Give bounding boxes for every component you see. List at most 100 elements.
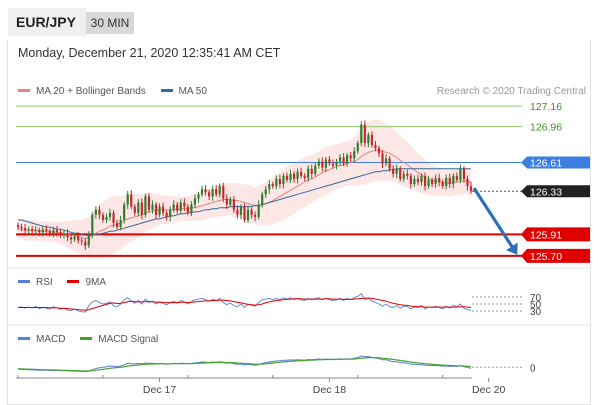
- candle-body: [356, 143, 359, 152]
- candle-body: [250, 209, 253, 215]
- level-label-5: 125.70: [530, 251, 562, 263]
- candle-body: [261, 194, 264, 205]
- rsi-ma-line: [18, 297, 472, 311]
- datetime-label: Monday, December 21, 2020 12:35:41 AM CE…: [18, 46, 281, 60]
- candle-body: [416, 178, 420, 183]
- x-tick-label-1: Dec 18: [313, 384, 346, 396]
- candle-body: [307, 168, 310, 178]
- candle-body: [23, 228, 27, 231]
- candle-body: [225, 198, 228, 205]
- candle-body: [257, 204, 260, 217]
- level-label-4: 125.91: [530, 229, 562, 241]
- candle-body: [151, 204, 154, 210]
- forecast-arrowhead: [506, 242, 518, 255]
- candle-body: [317, 161, 320, 166]
- candle-body: [176, 204, 179, 211]
- timeframe-badge[interactable]: 30 MIN: [86, 12, 134, 34]
- candle-body: [275, 178, 278, 187]
- candle-body: [112, 212, 115, 224]
- rsi-level-label-0: 70: [530, 293, 542, 304]
- candle-body: [169, 209, 172, 217]
- candle-body: [246, 209, 250, 220]
- candle-body: [211, 189, 214, 197]
- support-tag: [521, 248, 590, 263]
- legend-macd-label: MACD: [36, 334, 66, 345]
- candle-body: [420, 175, 423, 183]
- candle-body: [335, 161, 338, 166]
- support-tag: [521, 227, 590, 242]
- candle-body: [45, 229, 48, 232]
- x-tick-label-0: Dec 17: [143, 384, 176, 396]
- candle-body: [392, 168, 395, 174]
- candle-body: [289, 173, 292, 180]
- rsi-legend: RSI 9MA: [18, 277, 106, 288]
- candle-body: [232, 199, 235, 210]
- candle-body: [303, 175, 306, 178]
- candle-body: [200, 189, 204, 195]
- legend-macd: MACD: [18, 334, 65, 345]
- candle-body: [363, 124, 366, 144]
- candle-body: [77, 236, 80, 241]
- candle-body: [427, 179, 430, 187]
- macd-signal-swatch: [80, 336, 93, 340]
- price-legend: MA 20 + Bollinger Bands MA 50: [18, 86, 207, 97]
- candle-body: [367, 134, 370, 144]
- candle-body: [16, 225, 20, 228]
- candle-body: [147, 196, 151, 210]
- candle-body: [208, 192, 211, 197]
- candle-body: [193, 198, 197, 205]
- level-label-2: 126.61: [530, 158, 562, 170]
- candle-body: [452, 175, 455, 185]
- candle-body: [236, 209, 239, 215]
- candle-body: [62, 233, 66, 236]
- pivot-tag: [521, 156, 590, 169]
- legend-macd-signal: MACD Signal: [80, 334, 158, 345]
- candle-body: [126, 194, 129, 205]
- legend-rsi: RSI: [18, 277, 53, 288]
- candle-body: [469, 186, 473, 192]
- macd-signal-line: [17, 357, 472, 372]
- candle-body: [324, 159, 327, 168]
- candle-body: [66, 233, 69, 238]
- candle-body: [94, 209, 97, 215]
- candle-body: [399, 168, 402, 179]
- candle-body: [59, 232, 62, 236]
- candle-body: [91, 214, 94, 236]
- candle-body: [384, 158, 388, 164]
- candle-body: [296, 171, 299, 179]
- legend-ma20: MA 20 + Bollinger Bands: [18, 86, 146, 97]
- candle-body: [268, 184, 271, 190]
- candle-body: [434, 177, 437, 185]
- candle-body: [197, 194, 200, 199]
- candle-body: [186, 206, 189, 213]
- credit-label: Research © 2020 Trading Central: [436, 86, 586, 97]
- candle-body: [179, 202, 182, 211]
- candle-body: [349, 155, 352, 159]
- candle-body: [377, 148, 381, 154]
- candle-body: [413, 178, 416, 185]
- candle-body: [108, 212, 112, 217]
- candle-body: [144, 196, 147, 215]
- rsi-level-label-2: 30: [530, 307, 542, 318]
- candle-body: [154, 204, 158, 215]
- candle-body: [285, 175, 289, 180]
- candle-body: [115, 223, 119, 228]
- legend-rsi-label: RSI: [36, 277, 53, 288]
- candle-body: [314, 165, 317, 174]
- candle-body: [69, 237, 73, 240]
- candle-body: [204, 189, 207, 193]
- candle-body: [448, 177, 451, 185]
- rsi-line: [17, 292, 472, 313]
- candle-body: [41, 229, 44, 233]
- macd-legend: MACD MACD Signal: [18, 334, 158, 345]
- candle-body: [462, 168, 466, 179]
- candle-body: [215, 189, 218, 195]
- candle-body: [406, 173, 409, 176]
- candle-body: [123, 204, 126, 220]
- candle-body: [346, 155, 349, 164]
- candle-body: [264, 189, 267, 195]
- candle-body: [130, 194, 133, 207]
- candle-body: [27, 229, 30, 231]
- macd-level-label-0: 0: [530, 363, 536, 374]
